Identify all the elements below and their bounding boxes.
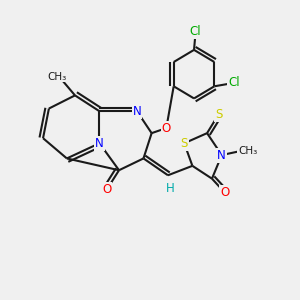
Text: H: H (166, 182, 175, 195)
Text: CH₃: CH₃ (238, 146, 257, 156)
Text: Cl: Cl (228, 76, 240, 89)
Text: S: S (215, 108, 222, 121)
Text: O: O (220, 186, 230, 199)
Text: Cl: Cl (190, 25, 202, 38)
Text: O: O (102, 183, 111, 196)
Text: O: O (162, 122, 171, 135)
Text: S: S (181, 137, 188, 150)
Text: N: N (95, 137, 104, 150)
Text: N: N (218, 148, 226, 162)
Text: N: N (133, 105, 141, 118)
Text: CH₃: CH₃ (48, 71, 67, 82)
